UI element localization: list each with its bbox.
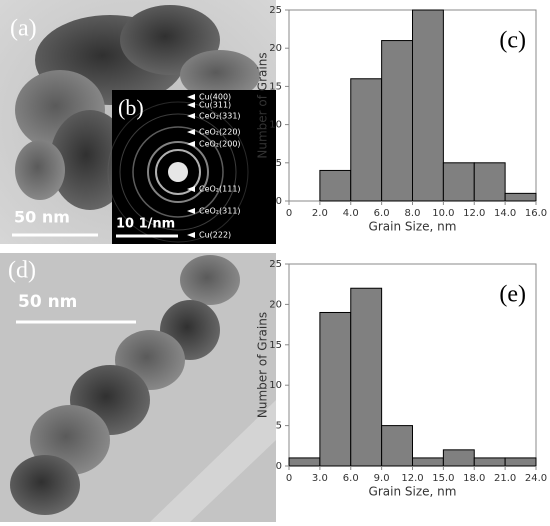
y-tick-label: 15 — [269, 340, 282, 351]
ring-label: Cu(222) — [199, 231, 231, 240]
x-axis-title: Grain Size, nm — [369, 485, 457, 499]
ring-label: CeO₂(220) — [199, 128, 241, 137]
y-tick-label: 5 — [276, 158, 282, 169]
x-tick-label: 6.0 — [343, 473, 359, 484]
ring-arrow — [187, 113, 195, 119]
tem-image-d: (d) 50 nm — [0, 253, 276, 522]
bar — [288, 457, 321, 467]
y-tick-label: 0 — [276, 196, 282, 207]
bar — [442, 449, 475, 467]
ring-label: Cu(311) — [199, 101, 231, 110]
x-tick-label: 16.0 — [525, 208, 547, 219]
bar — [473, 457, 506, 467]
y-tick-label: 20 — [269, 299, 282, 310]
histogram-chart: 0 5 10 15 20 25 0 3.0 6.0 9.0 12.0 15.0 18.0 21.0 24.0… — [256, 259, 548, 499]
scale-label: 50 nm — [14, 208, 70, 227]
bar — [504, 192, 537, 202]
y-tick-label: 25 — [269, 259, 282, 270]
x-tick-label: 10.0 — [432, 208, 454, 219]
x-axis-title: Grain Size, nm — [369, 220, 457, 234]
x-tick-label: 24.0 — [525, 473, 547, 484]
histogram-chart: 0 5 10 15 20 25 0 2.0 4.0 6.0 8.0 10.0 12.0 14.0 16.0 G… — [256, 5, 548, 234]
y-axis-title: Number of Grains — [256, 52, 270, 158]
x-tick-label: 12.0 — [463, 208, 485, 219]
bar — [319, 311, 352, 467]
x-tick-label: 4.0 — [343, 208, 359, 219]
y-tick-label: 10 — [269, 120, 282, 131]
x-tick-label: 18.0 — [463, 473, 485, 484]
y-tick-label: 25 — [269, 5, 282, 16]
bar — [412, 457, 444, 467]
x-tick-label: 6.0 — [374, 208, 390, 219]
bar — [350, 287, 383, 467]
ring-arrow — [187, 186, 195, 192]
panel-label: (b) — [118, 95, 144, 120]
bar — [412, 9, 444, 202]
panel-label: (a) — [10, 16, 37, 42]
bar — [319, 169, 352, 202]
y-tick-label: 20 — [269, 43, 282, 54]
x-tick-label: 0 — [286, 208, 292, 219]
y-tick-label: 15 — [269, 81, 282, 92]
scale-label: 10 1/nm — [116, 217, 175, 232]
ring-arrow — [187, 102, 195, 108]
x-tick-label: 15.0 — [432, 473, 454, 484]
x-tick-label: 9.0 — [374, 473, 390, 484]
y-tick-label: 0 — [276, 461, 282, 472]
scale-label: 50 nm — [18, 292, 77, 312]
bar — [504, 457, 537, 467]
ring-label: CeO₂(311) — [199, 207, 241, 216]
panel-label: (e) — [499, 282, 526, 308]
bar — [350, 78, 383, 202]
y-axis-title: Number of Grains — [256, 312, 270, 418]
ring-label: Cu(400) — [199, 93, 231, 102]
ring-label: CeO₂(200) — [199, 140, 241, 149]
y-tick-label: 10 — [269, 380, 282, 391]
bar — [473, 162, 506, 202]
panel-label: (c) — [499, 28, 526, 54]
ring-label: CeO₂(331) — [199, 112, 241, 121]
x-tick-label: 21.0 — [494, 473, 516, 484]
x-tick-label: 0 — [286, 473, 292, 484]
x-tick-label: 12.0 — [401, 473, 423, 484]
diffraction-inset: (b) 10 1/nm Cu(400)Cu(311) CeO₂(331) CeO₂(… — [107, 90, 276, 244]
x-tick-label: 14.0 — [494, 208, 516, 219]
x-tick-label: 2.0 — [312, 208, 328, 219]
ring-arrow — [187, 129, 195, 135]
bar — [381, 425, 413, 467]
bar — [381, 40, 413, 202]
ring-arrow — [187, 94, 195, 100]
ring-arrow — [187, 141, 195, 147]
ring-arrow — [187, 208, 195, 214]
x-tick-label: 8.0 — [405, 208, 421, 219]
ring-arrow — [187, 232, 195, 238]
panel-label: (d) — [8, 258, 36, 284]
x-tick-label: 3.0 — [312, 473, 328, 484]
bar — [442, 162, 475, 202]
y-tick-label: 5 — [276, 421, 282, 432]
ring-label: CeO₂(111) — [199, 185, 241, 194]
